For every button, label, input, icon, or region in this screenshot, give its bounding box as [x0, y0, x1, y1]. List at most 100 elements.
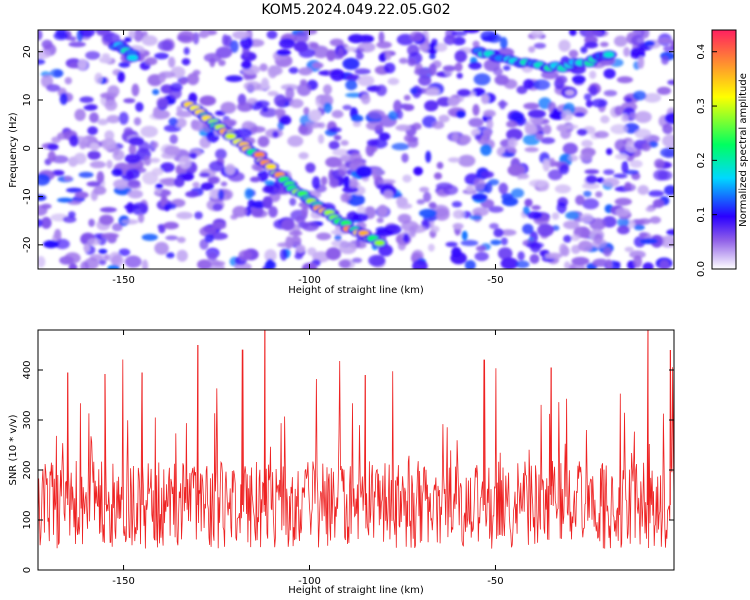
- heatmap-cell: [503, 65, 511, 71]
- heatmap-cell: [238, 250, 253, 261]
- heatmap-cell: [199, 30, 209, 37]
- heatmap-cell: [295, 244, 306, 253]
- heatmap-cell: [656, 86, 672, 95]
- heatmap-cell: [638, 218, 651, 225]
- heatmap-cell: [542, 159, 551, 172]
- heatmap-cell: [454, 50, 468, 63]
- heatmap-cell: [326, 49, 336, 62]
- heatmap-cell: [117, 71, 125, 83]
- heatmap-cell: [455, 110, 466, 119]
- heatmap-cell: [305, 162, 316, 173]
- heatmap-cell: [330, 69, 345, 82]
- heatmap-cell: [312, 45, 330, 59]
- heatmap-cell: [378, 52, 387, 62]
- heatmap-cell: [337, 47, 344, 60]
- heatmap-cell: [571, 75, 586, 84]
- heatmap-cell: [288, 230, 303, 237]
- heatmap-cell: [141, 233, 158, 241]
- heatmap-cell: [461, 230, 468, 241]
- heatmap-cell: [178, 156, 192, 169]
- heatmap-cell: [383, 189, 394, 200]
- heatmap-cell: [489, 223, 499, 230]
- heatmap-cell: [54, 238, 70, 250]
- heatmap-cell: [191, 120, 205, 131]
- heatmap-cell: [575, 195, 585, 206]
- heatmap-cell: [298, 67, 313, 76]
- heatmap-cell: [497, 247, 513, 260]
- heatmap-cell: [152, 89, 160, 95]
- heatmap-cell: [493, 67, 503, 76]
- heatmap-cell: [154, 52, 169, 60]
- heatmap-cell: [79, 141, 87, 150]
- heatmap-cell: [666, 229, 674, 236]
- heatmap-cell: [197, 259, 212, 269]
- heatmap-cell: [367, 109, 386, 120]
- heatmap-cell: [480, 30, 498, 42]
- heatmap-cell: [637, 185, 649, 195]
- heatmap-cell: [355, 52, 364, 60]
- heatmap-cell: [554, 184, 572, 194]
- heatmap-cell: [412, 259, 428, 269]
- heatmap-cell: [340, 193, 350, 203]
- heatmap-cell: [617, 217, 630, 228]
- heatmap-cell: [535, 133, 544, 140]
- heatmap-cell: [325, 247, 341, 261]
- heatmap-cell: [232, 30, 250, 40]
- heatmap-cell: [433, 172, 443, 180]
- heatmap-cell: [339, 242, 357, 255]
- heatmap-cell: [589, 218, 606, 231]
- heatmap-cell: [630, 34, 645, 46]
- heatmap-cell: [643, 93, 662, 103]
- heatmap-cell: [526, 211, 543, 220]
- heatmap-cell: [654, 158, 665, 169]
- heatmap-cell: [38, 49, 51, 59]
- heatmap-cell: [640, 238, 658, 245]
- heatmap-cell: [254, 100, 270, 108]
- heatmap-cell: [378, 31, 385, 44]
- heatmap-cell: [53, 31, 69, 41]
- colorbar-ticks: 0.0 0.1 0.2 0.3 0.4: [696, 44, 717, 277]
- heatmap-cell: [276, 49, 291, 56]
- heatmap-cell: [87, 150, 101, 160]
- ridge-cell: [374, 239, 385, 246]
- heatmap-cell: [503, 79, 518, 89]
- heatmap-cell: [517, 251, 525, 261]
- heatmap-cell: [483, 129, 492, 138]
- heatmap-cell: [529, 179, 547, 188]
- heatmap-cell: [264, 260, 276, 269]
- heatmap-cell: [323, 84, 332, 95]
- snr-frame: [37, 329, 675, 571]
- heatmap-cell: [568, 49, 579, 58]
- heatmap-cell: [68, 41, 86, 48]
- heatmap-cell: [614, 105, 624, 116]
- heatmap-cell: [592, 258, 609, 267]
- heatmap-cell: [124, 255, 142, 268]
- heatmap-cell: [592, 238, 607, 249]
- heatmap-cell: [524, 198, 533, 207]
- heatmap-cell: [68, 263, 78, 269]
- heatmap-cell: [360, 94, 371, 105]
- heatmap-cell: [469, 214, 483, 221]
- heatmap-cell: [131, 83, 140, 97]
- heatmap-cell: [54, 228, 62, 241]
- heatmap-cell: [320, 176, 328, 186]
- x-tick-label: -150: [112, 275, 135, 286]
- heatmap-cell: [418, 75, 432, 86]
- heatmap-cell: [527, 109, 546, 119]
- heatmap-cell: [613, 173, 628, 179]
- heatmap-cell: [459, 134, 472, 144]
- heatmap-cell: [475, 245, 487, 252]
- heatmap-cell: [99, 214, 114, 226]
- heatmap-cell: [225, 163, 236, 176]
- y-tick-label: 400: [22, 360, 33, 379]
- heatmap-cell: [337, 163, 348, 177]
- heatmap-cell: [639, 232, 652, 240]
- heatmap-cell: [138, 213, 145, 224]
- heatmap-cell: [83, 104, 98, 111]
- heatmap-cell: [556, 202, 567, 214]
- heatmap-cell: [49, 68, 64, 78]
- heatmap-cell: [344, 46, 357, 52]
- heatmap-cell: [452, 209, 465, 219]
- heatmap-cell: [249, 176, 261, 183]
- heatmap-cell: [285, 87, 295, 100]
